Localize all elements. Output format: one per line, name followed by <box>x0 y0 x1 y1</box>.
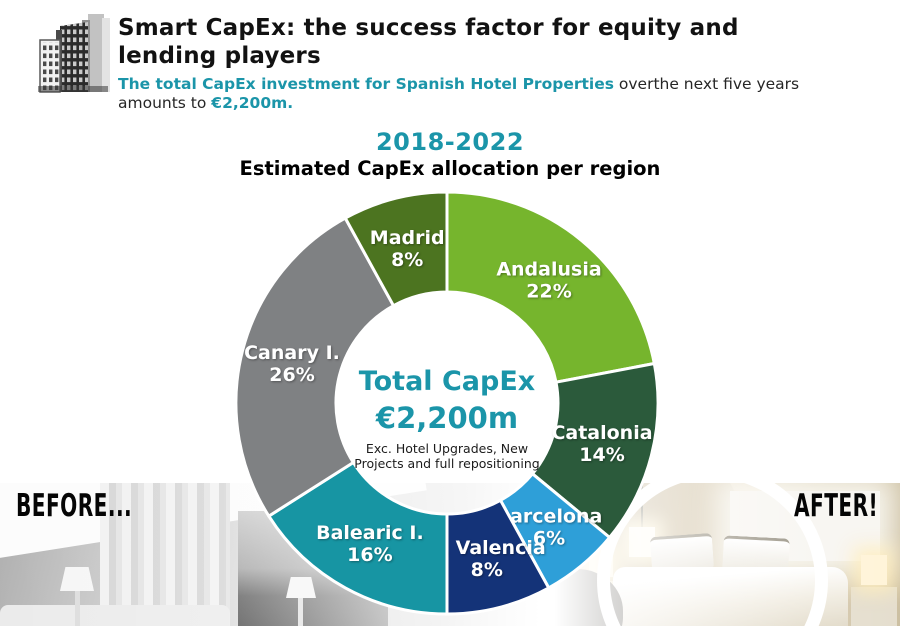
page-title-line2: lending players <box>118 43 321 69</box>
subtitle-prefix: amounts to <box>118 94 212 112</box>
title-block: Smart CapEx: the success factor for equi… <box>118 14 888 113</box>
chart-subtitle: Estimated CapEx allocation per region <box>239 157 661 180</box>
page-title: Smart CapEx: the success factor for equi… <box>118 14 888 70</box>
page-title-line1: Smart CapEx: the success factor for equi… <box>118 15 739 41</box>
segment-label: Canary I. 26% <box>244 342 340 386</box>
subtitle-rest: overthe next five years <box>613 75 800 93</box>
before-label: BEFORE... <box>16 488 133 524</box>
total-capex-label: Total CapEx <box>358 366 536 397</box>
subtitle-highlight: The total CapEx investment for Spanish H… <box>118 75 614 93</box>
after-photo: AFTER! <box>555 483 900 626</box>
chart-title: 2018-2022 <box>375 128 525 156</box>
header: Smart CapEx: the success factor for equi… <box>0 0 900 120</box>
segment-andalusia <box>445 190 656 384</box>
building-icon <box>38 14 110 93</box>
before-after-strip: BEFORE... AFTER! <box>0 483 900 626</box>
segment-label: Madrid 8% <box>370 227 445 271</box>
subtitle-value: €2,200m. <box>211 94 294 112</box>
before-photo: BEFORE... <box>0 483 558 626</box>
capex-exclusion-note: Exc. Hotel Upgrades, New Projects and fu… <box>354 441 540 471</box>
total-capex-value: €2,200m <box>375 401 519 435</box>
donut-center: Total CapEx €2,200m Exc. Hotel Upgrades,… <box>327 366 567 472</box>
segment-madrid <box>343 190 449 308</box>
page-subtitle: The total CapEx investment for Spanish H… <box>118 75 888 113</box>
after-label: AFTER! <box>793 488 878 524</box>
segment-label: Andalusia 22% <box>496 259 601 303</box>
